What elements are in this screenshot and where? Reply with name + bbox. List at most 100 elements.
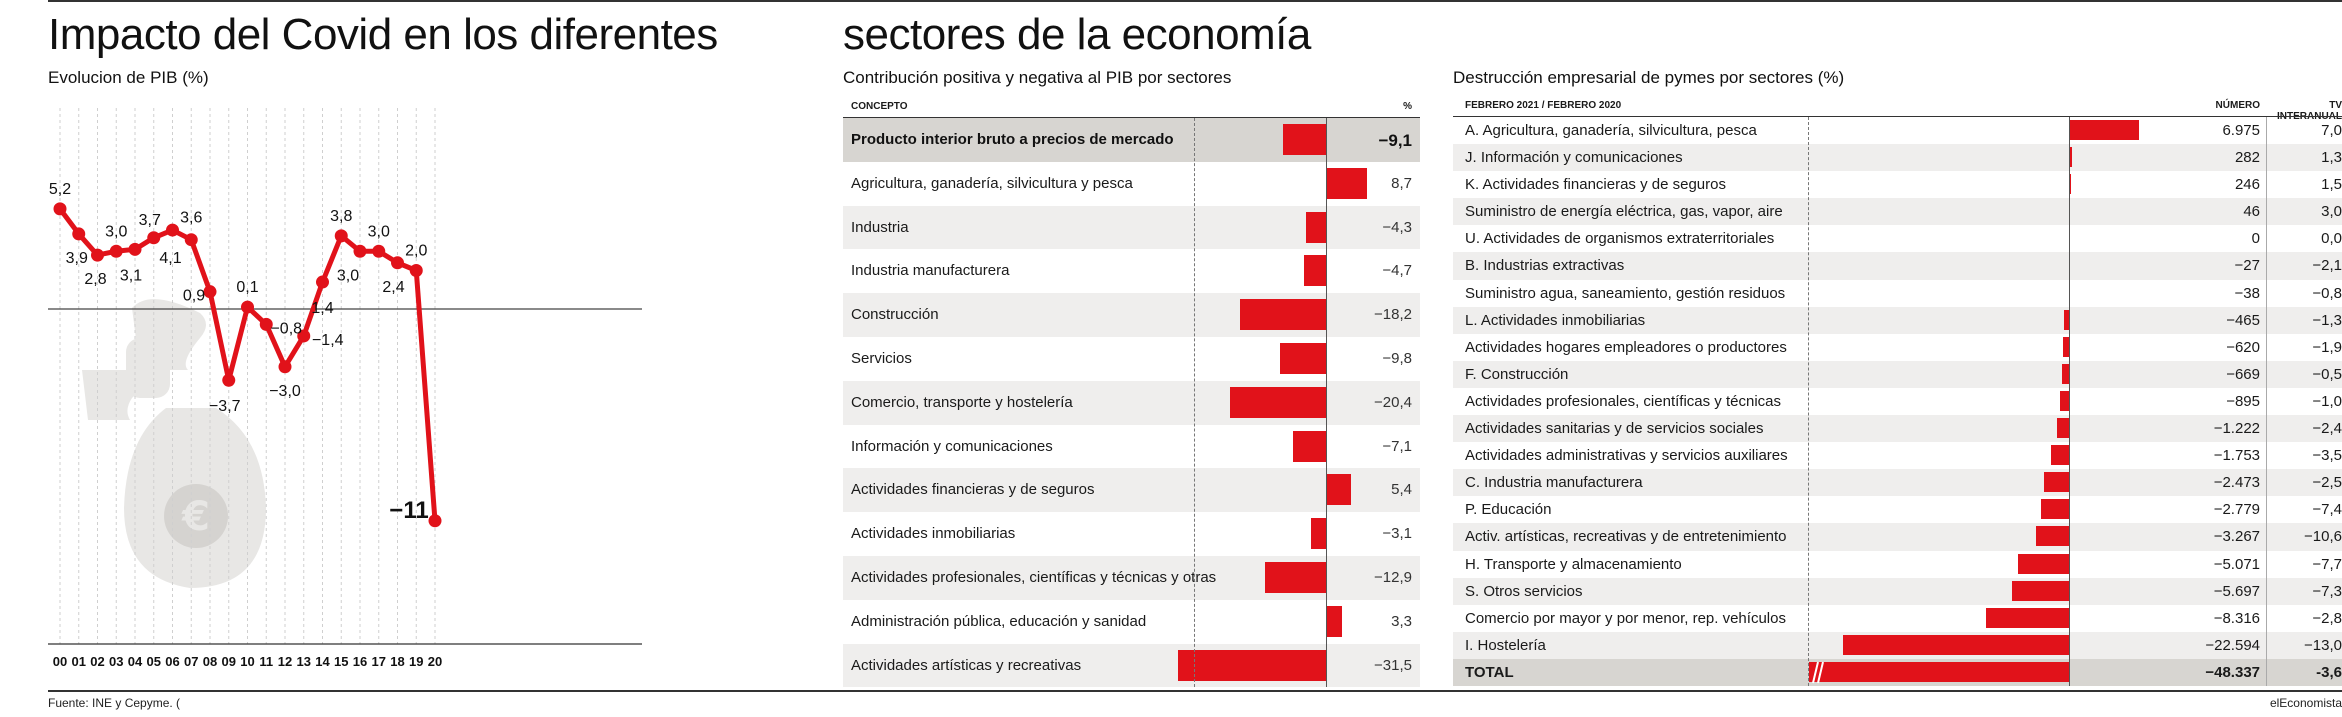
value-bar — [2062, 363, 2069, 384]
row-number: −2.473 — [2213, 474, 2260, 492]
x-tick-label: 01 — [72, 654, 86, 669]
row-value: 3,3 — [1391, 612, 1412, 630]
row-number: −2.779 — [2213, 501, 2260, 519]
table-row: Información y comunicaciones −7,1 — [843, 425, 1420, 469]
row-number: −48.337 — [2205, 663, 2260, 681]
x-tick-label: 09 — [222, 654, 236, 669]
pymes-table: FEBRERO 2021 / FEBRERO 2020 NÚMERO TV IN… — [1453, 97, 2342, 686]
zero-line — [2069, 117, 2070, 686]
data-point — [409, 264, 423, 277]
row-number: −1.753 — [2213, 447, 2260, 465]
value-bar — [1985, 607, 2069, 628]
x-tick-label: 06 — [165, 654, 179, 669]
value-bar — [2051, 445, 2069, 466]
x-tick-label: 18 — [390, 654, 404, 669]
row-tv: −1,0 — [2312, 392, 2342, 410]
table-row: Suministro agua, saneamiento, gestión re… — [1453, 280, 2342, 307]
row-number: 46 — [2243, 203, 2260, 221]
row-label: Industria — [851, 218, 909, 236]
x-tick-label: 08 — [203, 654, 217, 669]
row-label: H. Transporte y almacenamiento — [1465, 555, 1682, 573]
table-row: Suministro de energía eléctrica, gas, va… — [1453, 198, 2342, 226]
data-point — [241, 300, 254, 314]
value-bar — [2062, 336, 2069, 357]
concept-header: CONCEPTO — [851, 101, 908, 112]
data-label: −3,0 — [269, 383, 301, 400]
row-tv: −2,1 — [2312, 257, 2342, 275]
row-label: Producto interior bruto a precios de mer… — [851, 131, 1174, 148]
row-label: A. Agricultura, ganadería, silvicultura,… — [1465, 122, 1757, 139]
row-label: S. Otros servicios — [1465, 582, 1583, 600]
row-number: −895 — [2226, 392, 2260, 410]
table-row: Agricultura, ganadería, silvicultura y p… — [843, 162, 1420, 206]
data-label: 4,1 — [159, 250, 181, 267]
table-row: Actividades inmobiliarias −3,1 — [843, 512, 1420, 556]
data-label: 0,1 — [236, 279, 258, 296]
x-tick-label: 03 — [109, 654, 123, 669]
value-bar — [1326, 605, 1342, 637]
data-point — [184, 233, 198, 247]
x-tick-label: 11 — [259, 654, 273, 669]
column-separator — [2266, 117, 2267, 686]
row-value: −31,5 — [1374, 656, 1412, 674]
row-label: P. Educación — [1465, 501, 1552, 519]
value-bar — [2018, 553, 2069, 574]
row-label: Agricultura, ganadería, silvicultura y p… — [851, 174, 1133, 192]
contribution-table: CONCEPTO % Producto interior bruto a pre… — [843, 97, 1420, 688]
table-row: S. Otros servicios −5.697 −7,3 — [1453, 577, 2342, 605]
row-label: Comercio, transporte y hostelería — [851, 393, 1073, 411]
page-title-left: Impacto del Covid en los diferentes — [48, 10, 718, 59]
data-point — [72, 227, 86, 241]
x-tick-label: 10 — [240, 654, 254, 669]
value-bar — [1326, 167, 1367, 199]
row-number: −22.594 — [2205, 636, 2260, 654]
row-label: F. Construcción — [1465, 365, 1569, 383]
row-number: −38 — [2234, 284, 2260, 302]
row-tv: −1,9 — [2312, 338, 2342, 356]
row-label: B. Industrias extractivas — [1465, 257, 1625, 275]
contribution-chart-title: Contribución positiva y negativa al PIB … — [843, 68, 1232, 87]
row-tv: −0,5 — [2312, 365, 2342, 383]
value-bar — [1177, 649, 1326, 681]
row-number: −27 — [2234, 257, 2260, 275]
row-tv: −7,4 — [2312, 501, 2342, 519]
row-label: TOTAL — [1465, 663, 1514, 681]
value-bar — [1843, 634, 2069, 655]
data-point — [259, 317, 273, 331]
data-point — [128, 242, 142, 256]
value-bar — [1305, 211, 1326, 243]
pymes-rows: A. Agricultura, ganadería, silvicultura,… — [1453, 116, 2342, 686]
data-label: 0,9 — [183, 288, 205, 305]
table-row: P. Educación −2.779 −7,4 — [1453, 496, 2342, 523]
row-value: −18,2 — [1374, 306, 1412, 324]
row-tv: −10,6 — [2304, 528, 2342, 546]
row-tv: 7,0 — [2321, 122, 2342, 139]
value-bar — [2069, 147, 2072, 168]
row-label: U. Actividades de organismos extraterrit… — [1465, 230, 1775, 248]
data-label: 3,6 — [180, 210, 202, 227]
table-row: Actividades artísticas y recreativas −31,… — [843, 643, 1420, 688]
row-number: −1.222 — [2213, 420, 2260, 438]
data-point — [428, 514, 442, 528]
row-label: Administración pública, educación y sani… — [851, 612, 1147, 630]
data-point — [222, 373, 236, 387]
data-point — [334, 229, 348, 243]
row-number: −669 — [2226, 365, 2260, 383]
percent-header: % — [1403, 101, 1412, 112]
source-note: Fuente: INE y Cepyme. ( — [48, 696, 181, 710]
row-number: −620 — [2226, 338, 2260, 356]
row-number: 246 — [2234, 176, 2260, 194]
data-label: 2,4 — [382, 279, 404, 296]
value-bar — [2056, 418, 2069, 439]
row-number: −3.267 — [2213, 528, 2260, 546]
row-label: C. Industria manufacturera — [1465, 474, 1643, 492]
row-tv: −13,0 — [2304, 636, 2342, 654]
row-value: 8,7 — [1391, 174, 1412, 192]
value-bar — [2041, 499, 2069, 520]
table-row: F. Construcción −669 −0,5 — [1453, 360, 2342, 388]
row-number: 282 — [2234, 149, 2260, 167]
axis-break-mark — [1812, 661, 1824, 684]
row-label: K. Actividades financieras y de seguros — [1465, 176, 1726, 194]
row-value: −12,9 — [1374, 568, 1412, 586]
row-number: 0 — [2251, 230, 2260, 248]
